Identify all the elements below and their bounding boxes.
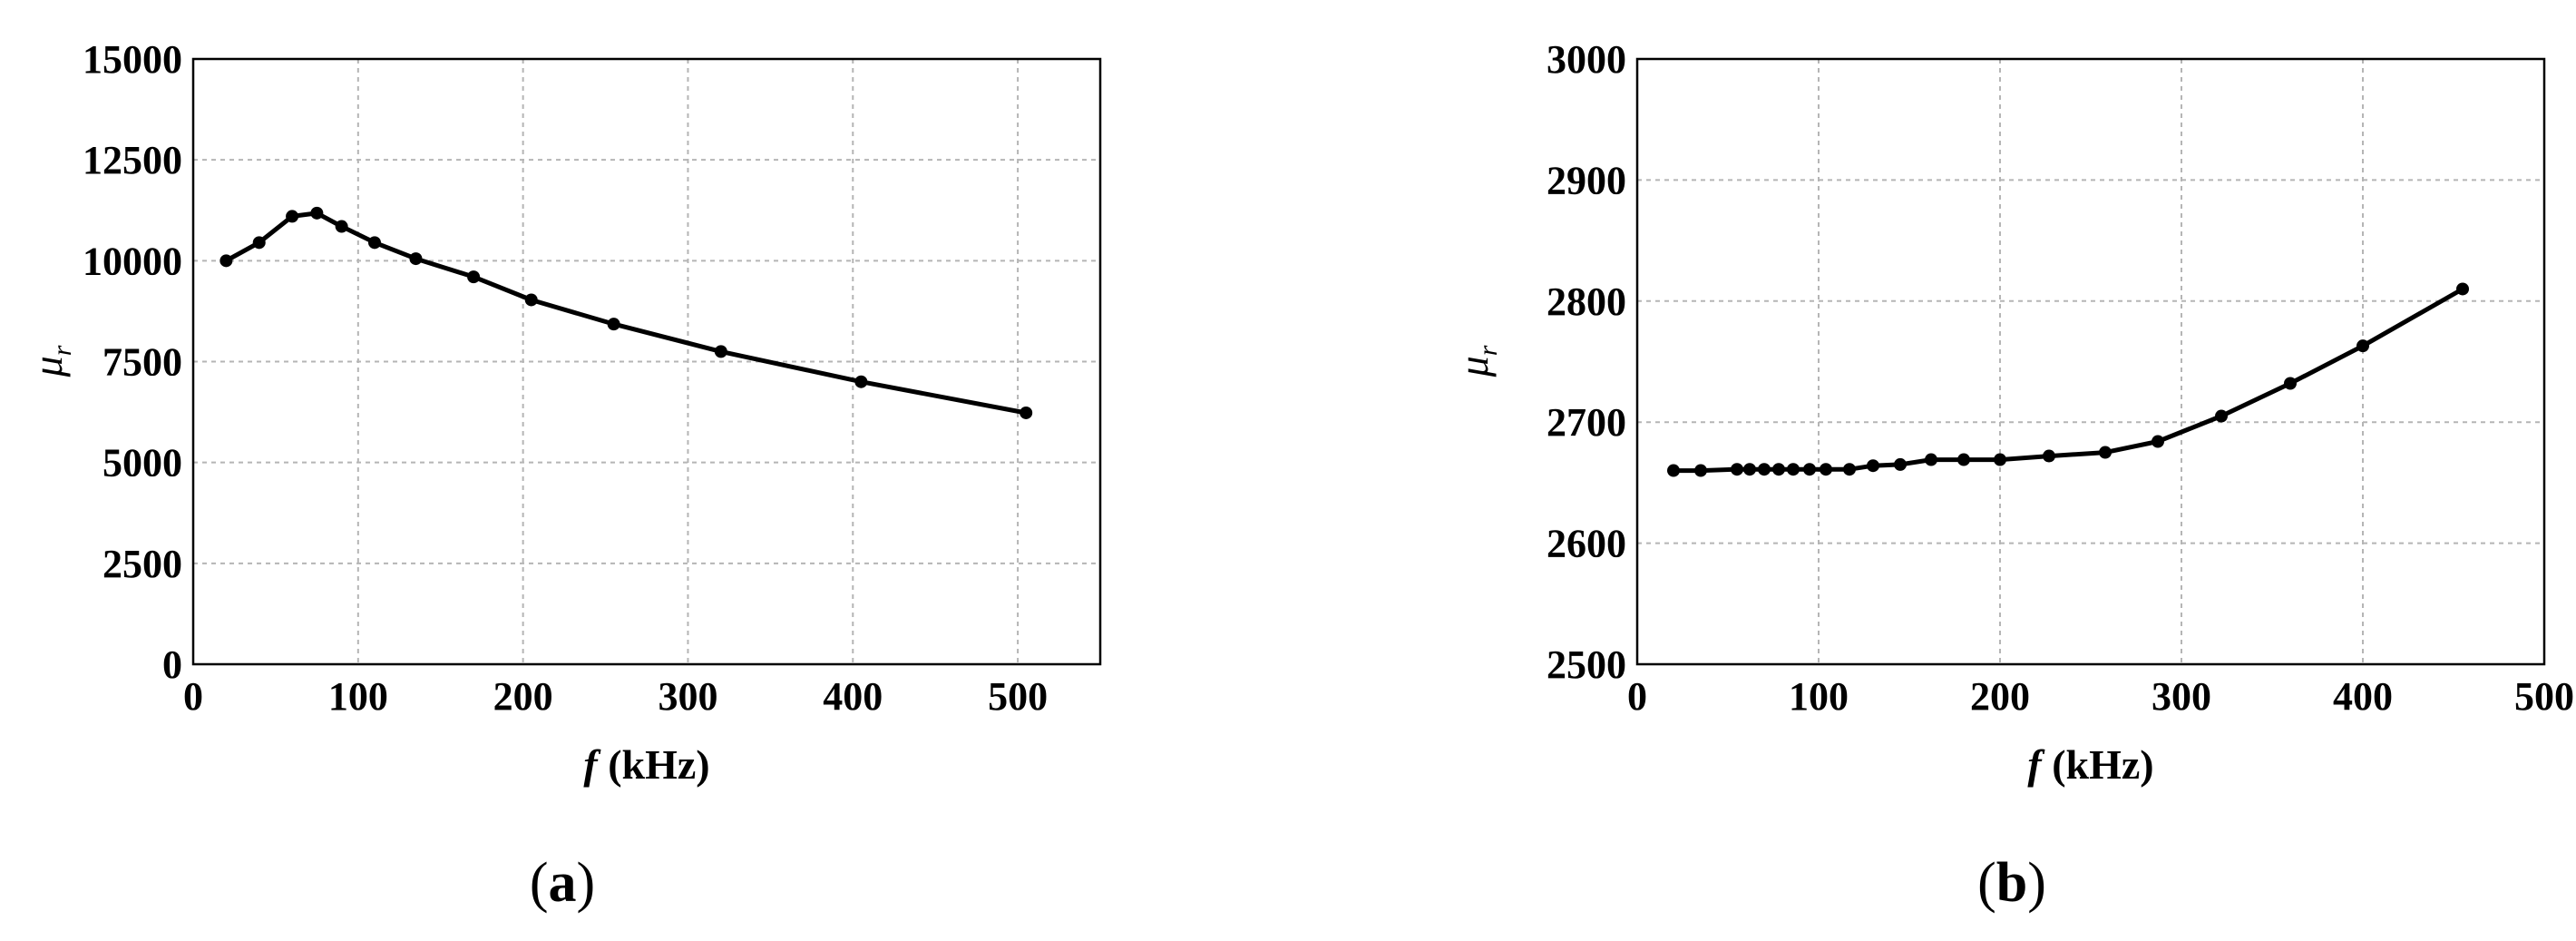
chart-b: 2500 2600 2700 2800 2900 3000 0 100 200 300 400 500…: [1450, 37, 2574, 914]
chart-a-x-tick-label: 200: [493, 674, 553, 719]
chart-a-data-point: [1020, 406, 1033, 419]
chart-a-data-point: [220, 254, 233, 268]
chart-a-data-point: [607, 318, 620, 331]
chart-a-y-tick-label: 12500: [83, 138, 182, 182]
chart-a-data-point: [467, 270, 481, 284]
chart-b-data-point: [2043, 449, 2055, 463]
chart-a-x-tick-label: 400: [823, 674, 883, 719]
chart-b-data-point: [1994, 453, 2006, 466]
chart-a-x-tick-label: 100: [328, 674, 388, 719]
chart-b-data-point: [1758, 463, 1771, 476]
chart-a-data-point: [714, 345, 727, 358]
chart-b-data-point: [2215, 409, 2228, 423]
chart-a-y-tick-label: 5000: [102, 441, 182, 485]
chart-b-data-point: [1803, 463, 1816, 476]
chart-b-data-point: [2152, 435, 2164, 448]
chart-a-x-tick-label: 500: [988, 674, 1048, 719]
chart-b-data-point: [1772, 463, 1785, 476]
chart-a-x-tick-label: 0: [183, 674, 203, 719]
chart-a-x-axis-label: f (kHz): [583, 741, 709, 788]
chart-a-x-tick-label: 300: [658, 674, 717, 719]
chart-a-panel-label: (a): [530, 852, 595, 914]
chart-a-data-point: [409, 252, 423, 266]
chart-b-x-tick-label: 100: [1789, 674, 1849, 719]
chart-b-data-point: [1867, 459, 1879, 473]
chart-a-plot-frame: [191, 57, 1102, 666]
chart-b-plot-frame: [1635, 57, 2546, 666]
chart-b-panel-label: (b): [1977, 852, 2046, 914]
chart-b-x-axis-label: f (kHz): [2027, 741, 2153, 788]
chart-b-y-tick-label: 2900: [1547, 158, 1626, 202]
chart-b-x-tick-label: 300: [2152, 674, 2211, 719]
chart-b-data-point: [2099, 446, 2112, 459]
chart-b-x-tick-label: 500: [2514, 674, 2574, 719]
chart-b-y-tick-label: 2800: [1547, 279, 1626, 324]
chart-b-data-point: [1820, 463, 1832, 476]
chart-a-y-tick-label: 0: [162, 642, 182, 687]
chart-b-x-tick-label: 200: [1970, 674, 2030, 719]
chart-a-data-point: [524, 293, 538, 307]
chart-b-y-axis-label: μr: [1450, 345, 1503, 377]
chart-b-data-point: [1894, 457, 1907, 471]
chart-a-y-tick-label: 7500: [102, 340, 182, 385]
chart-b-data-point: [1843, 463, 1856, 476]
chart-a-y-tick-label: 15000: [83, 37, 182, 82]
chart-b-data-point: [1743, 463, 1756, 476]
chart-a-data-point: [286, 210, 299, 223]
chart-b-data-point: [1957, 453, 1970, 466]
chart-a-y-axis-label: μr: [24, 345, 77, 377]
chart-a-data-point: [368, 236, 381, 250]
chart-b-y-tick-label: 2700: [1547, 400, 1626, 445]
chart-a-data-point: [310, 206, 324, 220]
chart-b-data-point: [2356, 339, 2369, 353]
chart-b-y-tick-label: 3000: [1547, 37, 1626, 82]
chart-b-x-tick-label: 400: [2333, 674, 2393, 719]
chart-a-data-point: [252, 236, 266, 250]
chart-b-data-point: [1731, 463, 1743, 476]
chart-b-data-point: [1667, 464, 1680, 477]
chart-b-data-point: [1694, 464, 1707, 477]
chart-a-y-tick-label: 2500: [102, 542, 182, 586]
chart-a-data-point: [335, 220, 348, 233]
chart-b-data-point: [2284, 377, 2297, 390]
chart-b-data-point: [1925, 453, 1937, 466]
chart-b-y-tick-label: 2500: [1547, 642, 1626, 687]
chart-a-series-line: [225, 211, 1027, 416]
chart-a: 0 2500 5000 7500 10000 12500 15000 0 100 200 300 40…: [24, 37, 1102, 914]
chart-a-y-tick-label: 10000: [83, 239, 182, 283]
chart-a-data-point: [854, 375, 868, 388]
chart-b-series-line: [1673, 287, 2464, 474]
chart-b-data-point: [1787, 463, 1800, 476]
chart-b-data-point: [2456, 282, 2469, 296]
chart-b-x-tick-label: 0: [1627, 674, 1647, 719]
chart-b-y-tick-label: 2600: [1547, 522, 1626, 566]
